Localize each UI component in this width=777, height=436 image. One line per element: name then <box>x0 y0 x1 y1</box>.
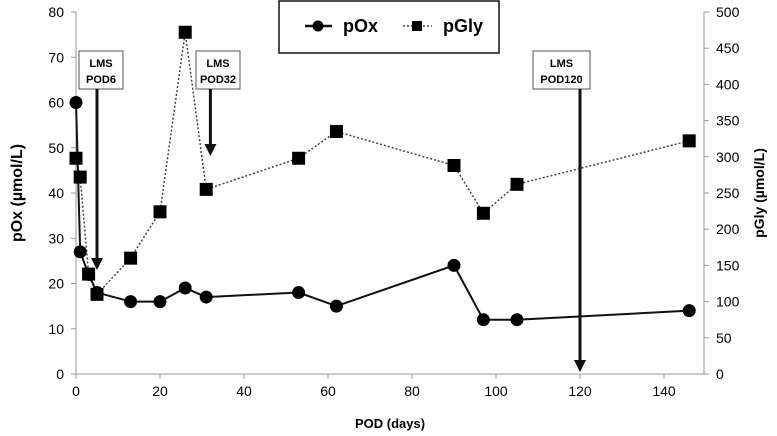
x-tick-label: 120 <box>568 383 592 399</box>
y-left-tick-label: 0 <box>56 366 64 382</box>
annotation-line2: POD120 <box>540 74 582 86</box>
y-right-tick-label: 500 <box>716 4 740 20</box>
pox-line <box>75 102 690 321</box>
pox-point <box>510 313 524 327</box>
pox-point <box>682 304 696 318</box>
x-tick-label: 0 <box>72 383 80 399</box>
pgly-point <box>82 267 96 281</box>
pox-point <box>73 245 87 259</box>
x-tick-label: 140 <box>652 383 676 399</box>
pgly-point <box>69 151 83 165</box>
pgly-point <box>199 182 213 196</box>
legend-pgly-marker <box>412 21 422 31</box>
y-left-tick-label: 60 <box>48 95 64 111</box>
annotation-arrowhead <box>91 258 103 270</box>
y-right-axis-label: pGly (µmol/L) <box>751 148 767 238</box>
annotation-arrowhead <box>204 144 217 156</box>
pox-point <box>124 295 138 309</box>
pgly-point <box>292 151 306 165</box>
pgly-point <box>73 170 87 184</box>
pgly-point <box>476 206 490 220</box>
annotation-line1: LMS <box>89 58 112 70</box>
pgly-line <box>75 32 690 296</box>
x-tick-label: 100 <box>484 383 508 399</box>
y-left-tick-label: 50 <box>48 140 64 156</box>
y-right-tick-label: 400 <box>716 76 740 92</box>
pgly-point <box>510 177 524 191</box>
y-right-tick-label: 200 <box>716 221 740 237</box>
pox-point <box>476 313 490 327</box>
y-right-tick-label: 0 <box>716 366 724 382</box>
pgly-point <box>124 251 138 265</box>
pox-point <box>199 290 213 304</box>
annotation-arrowhead <box>574 360 586 372</box>
pox-point <box>69 96 83 109</box>
y-left-tick-label: 80 <box>48 4 64 20</box>
pox-point <box>178 281 192 295</box>
legend-pox-label: pOx <box>343 16 378 36</box>
legend-pgly-label: pGly <box>443 16 483 36</box>
x-tick-label: 80 <box>404 383 420 399</box>
y-right-tick-label: 450 <box>716 40 740 56</box>
annotation-box <box>78 50 124 90</box>
x-tick-label: 60 <box>320 383 336 399</box>
y-left-tick-label: 30 <box>48 230 64 246</box>
pgly-point <box>90 287 104 301</box>
y-left-tick-label: 70 <box>48 49 64 65</box>
y-right-tick-label: 100 <box>716 294 740 310</box>
y-right-tick-label: 50 <box>716 330 732 346</box>
annotation-line2: POD32 <box>200 74 236 86</box>
annotation-line2: POD6 <box>86 74 116 86</box>
pox-point <box>447 258 461 272</box>
y-right-tick-label: 150 <box>716 257 740 273</box>
y-right-tick-label: 350 <box>716 113 740 129</box>
annotation-line1: LMS <box>550 58 573 70</box>
x-tick-label: 40 <box>236 383 252 399</box>
pgly-point <box>153 205 167 219</box>
annotation-line1: LMS <box>206 58 229 70</box>
pox-point <box>153 295 167 309</box>
pgly-point <box>178 25 192 39</box>
y-right-tick-label: 250 <box>716 185 740 201</box>
x-axis-label: POD (days) <box>355 416 425 431</box>
y-left-axis-label: pOx (µmol/L) <box>9 144 26 242</box>
pgly-point <box>682 134 696 148</box>
legend-pox-marker <box>312 20 324 32</box>
pox-point <box>329 299 343 313</box>
x-tick-label: 20 <box>152 383 168 399</box>
annotation-box <box>532 50 591 90</box>
y-left-tick-label: 20 <box>48 276 64 292</box>
pox-point <box>292 286 306 300</box>
y-left-tick-label: 10 <box>48 321 64 337</box>
annotation-box <box>195 50 241 90</box>
pgly-point <box>447 158 461 172</box>
y-left-tick-label: 40 <box>48 185 64 201</box>
pgly-point <box>329 124 343 138</box>
y-right-tick-label: 300 <box>716 149 740 165</box>
